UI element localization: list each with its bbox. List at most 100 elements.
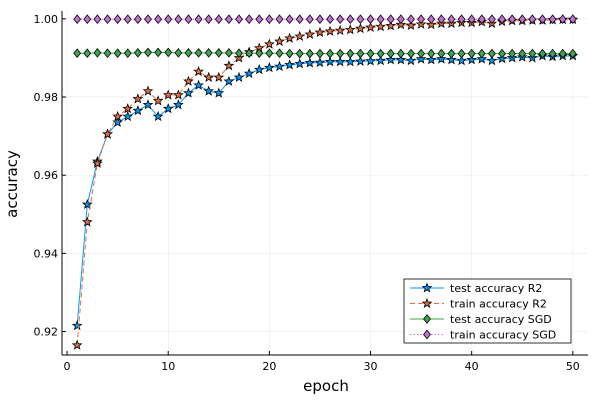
data-point <box>133 47 142 58</box>
data-point <box>93 14 102 25</box>
data-point <box>174 14 183 25</box>
data-point <box>407 14 415 25</box>
data-point <box>558 48 567 59</box>
data-point <box>144 47 152 58</box>
data-point <box>427 48 436 59</box>
data-point <box>336 48 345 59</box>
data-point <box>294 30 306 41</box>
data-point <box>344 56 356 67</box>
data-point <box>122 103 134 114</box>
data-point <box>184 47 193 58</box>
data-point <box>243 67 255 79</box>
data-point <box>316 14 324 25</box>
legend: test accuracy R2 train accuracy R2 test ac… <box>403 278 572 344</box>
data-point <box>486 55 498 66</box>
data-point <box>508 48 517 59</box>
legend-item: train accuracy R2 <box>410 298 547 311</box>
data-point <box>112 110 123 122</box>
data-point <box>113 14 122 25</box>
data-point <box>183 87 194 98</box>
data-point <box>144 14 152 25</box>
data-point <box>355 22 366 34</box>
x-tick-label: 10 <box>161 360 175 373</box>
data-point <box>314 56 326 68</box>
data-point <box>305 14 314 25</box>
data-point <box>376 14 385 25</box>
data-point <box>214 14 223 25</box>
data-point <box>224 14 233 25</box>
data-point <box>224 47 233 58</box>
x-tick-label: 30 <box>364 360 378 373</box>
data-point <box>265 14 274 25</box>
data-point <box>365 21 376 32</box>
data-point <box>568 14 577 25</box>
data-point <box>356 14 365 25</box>
data-point <box>304 57 316 68</box>
data-point <box>233 71 245 83</box>
data-point <box>194 14 203 25</box>
y-tick-label: 1.00 <box>34 13 59 26</box>
data-point <box>204 14 213 25</box>
data-point <box>73 14 82 25</box>
data-point <box>92 157 103 169</box>
data-point <box>417 48 426 59</box>
data-point <box>142 85 154 96</box>
legend-item: train accuracy SGD <box>410 329 556 342</box>
y-tick-label: 0.92 <box>34 326 59 339</box>
data-point <box>162 103 174 114</box>
data-point <box>284 59 295 70</box>
data-point <box>518 48 527 59</box>
data-point <box>184 14 193 25</box>
data-point <box>123 48 132 59</box>
data-point <box>93 47 102 58</box>
data-point <box>326 14 334 25</box>
data-point <box>375 55 386 66</box>
data-point <box>193 79 204 90</box>
data-point <box>305 48 314 59</box>
legend-box <box>403 278 572 344</box>
data-point <box>427 14 436 25</box>
data-point <box>294 58 306 69</box>
data-point <box>284 32 295 43</box>
data-point <box>142 99 154 110</box>
y-tick-label: 0.96 <box>34 169 59 182</box>
y-axis-label: accuracy <box>3 150 21 218</box>
data-point <box>334 56 346 67</box>
data-point <box>466 54 478 65</box>
data-point <box>538 14 547 25</box>
data-point <box>356 48 365 59</box>
data-point <box>366 48 375 59</box>
series-1 <box>71 50 579 331</box>
data-point <box>122 110 134 122</box>
legend-item: test accuracy R2 <box>410 282 542 295</box>
data-point <box>405 55 417 66</box>
data-point <box>498 48 506 59</box>
legend-label: test accuracy SGD <box>450 313 552 326</box>
data-point <box>457 48 466 59</box>
data-point <box>203 85 215 96</box>
data-point <box>316 48 324 59</box>
data-point <box>264 62 275 73</box>
data-point <box>83 14 92 25</box>
data-point <box>365 55 376 66</box>
data-point <box>203 71 215 83</box>
x-axis-label: epoch <box>303 377 349 395</box>
data-point <box>73 48 82 59</box>
legend-marker <box>423 329 431 340</box>
data-point <box>415 53 427 64</box>
ticks: 0 10 20 30 40 50 0.92 0.94 0.96 0.98 1.00 <box>34 13 580 373</box>
data-point <box>164 14 173 25</box>
data-point <box>253 64 265 75</box>
data-point <box>275 48 284 59</box>
data-point <box>235 48 243 59</box>
data-point <box>172 99 184 110</box>
x-tick-label: 20 <box>262 360 276 373</box>
data-point <box>528 14 537 25</box>
data-point <box>447 14 456 25</box>
data-point <box>265 48 274 59</box>
data-point <box>154 14 163 25</box>
data-point <box>274 60 285 72</box>
data-point <box>71 320 83 331</box>
data-point <box>396 14 405 25</box>
data-point <box>255 14 264 25</box>
